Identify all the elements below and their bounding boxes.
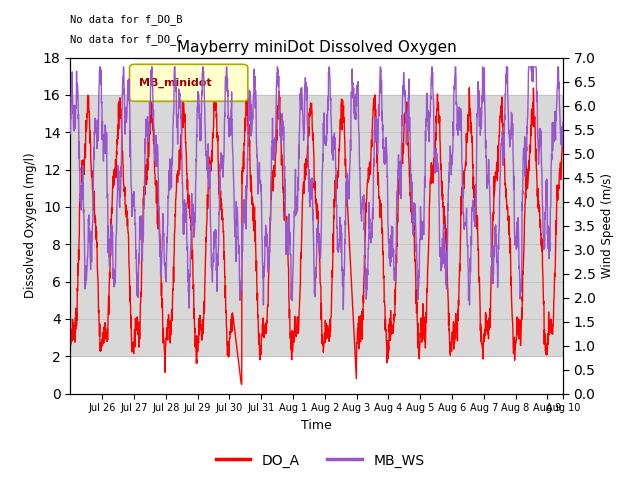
Title: Mayberry miniDot Dissolved Oxygen: Mayberry miniDot Dissolved Oxygen [177, 40, 457, 55]
Y-axis label: Dissolved Oxygen (mg/l): Dissolved Oxygen (mg/l) [24, 153, 37, 299]
Legend: DO_A, MB_WS: DO_A, MB_WS [210, 448, 430, 473]
FancyBboxPatch shape [129, 64, 248, 101]
Text: No data for f_DO_C: No data for f_DO_C [70, 34, 183, 45]
X-axis label: Time: Time [301, 419, 332, 432]
Text: MB_minidot: MB_minidot [140, 78, 212, 88]
Y-axis label: Wind Speed (m/s): Wind Speed (m/s) [601, 173, 614, 278]
Bar [70, 95, 563, 356]
Text: No data for f_DO_B: No data for f_DO_B [70, 14, 183, 25]
